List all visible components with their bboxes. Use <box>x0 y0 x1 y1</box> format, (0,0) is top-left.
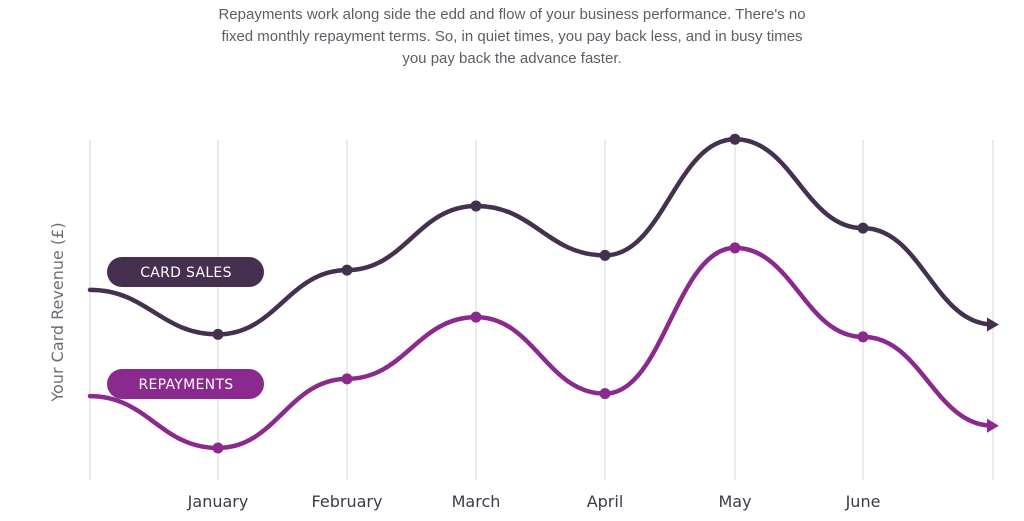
series-points <box>212 133 999 454</box>
legend-pill <box>107 257 264 287</box>
data-point <box>341 373 353 385</box>
x-tick-label: June <box>845 492 881 511</box>
data-point <box>857 222 869 234</box>
x-tick-label: May <box>718 492 751 511</box>
intro-line-2: fixed monthly repayment terms. So, in qu… <box>221 28 803 45</box>
y-axis-label: Your Card Revenue (£) <box>48 222 67 402</box>
x-tick-label: January <box>187 492 249 511</box>
gridlines <box>89 140 994 480</box>
data-point <box>212 328 224 340</box>
series-lines <box>87 136 996 451</box>
data-point <box>470 311 482 323</box>
x-tick-label: April <box>587 492 624 511</box>
data-point <box>341 264 353 276</box>
series-legend: CARD SALES REPAYMENTS <box>107 257 264 399</box>
x-tick-label: March <box>452 492 501 511</box>
data-point <box>212 442 224 454</box>
x-tick-labels: January February March April May June <box>187 492 881 511</box>
data-point <box>857 331 869 343</box>
data-point <box>599 249 611 261</box>
arrow-right-icon <box>987 317 999 332</box>
legend-item: CARD SALES <box>107 257 264 287</box>
intro-line-1: Repayments work along side the edd and f… <box>218 6 806 23</box>
intro-text: Repayments work along side the edd and f… <box>0 4 1024 70</box>
legend-pill <box>107 369 264 399</box>
series-line <box>87 245 996 451</box>
legend-label: REPAYMENTS <box>139 377 234 393</box>
series-line <box>87 136 996 337</box>
data-point <box>729 242 741 254</box>
arrow-right-icon <box>987 418 999 433</box>
data-point <box>470 200 482 212</box>
x-tick-label: February <box>312 492 383 511</box>
legend-item: REPAYMENTS <box>107 369 264 399</box>
legend-label: CARD SALES <box>140 265 232 281</box>
data-point <box>729 133 741 145</box>
data-point <box>599 388 611 400</box>
intro-line-3: you pay back the advance faster. <box>402 50 622 67</box>
